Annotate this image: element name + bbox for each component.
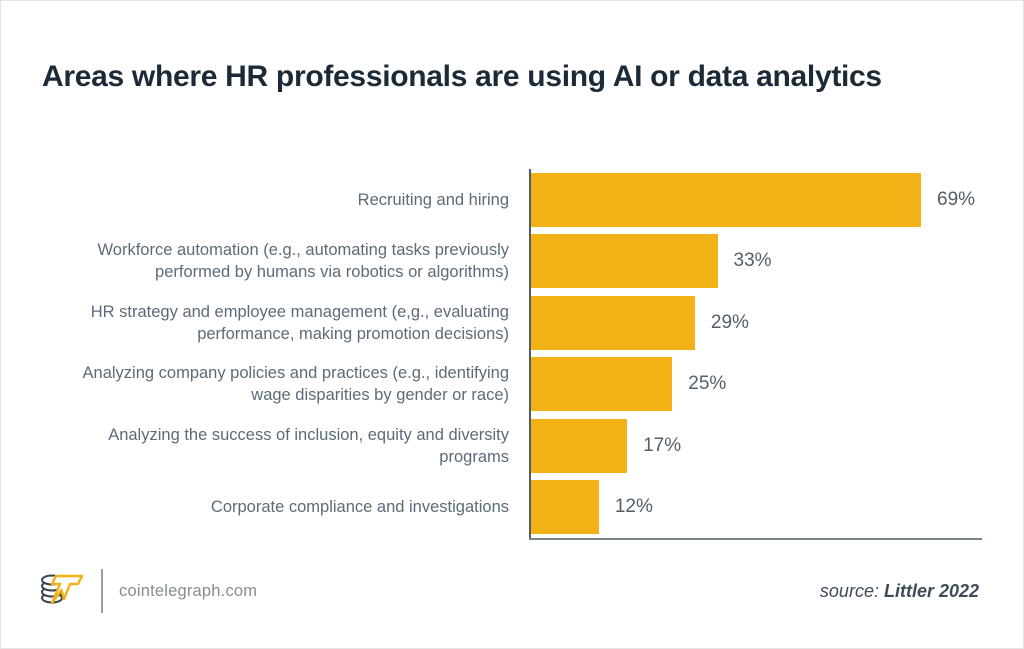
bar-area: 17% [529,415,985,477]
value-label: 17% [643,434,682,456]
value-label: 29% [710,311,749,333]
page-title: Areas where HR professionals are using A… [42,60,882,94]
value-label: 25% [688,373,727,395]
x-axis-line [529,538,982,540]
bar-chart: Recruiting and hiring 69% Workforce auto… [41,169,985,540]
bar [531,172,921,227]
bar [531,234,718,289]
bar [531,418,628,473]
bar-area: 12% [529,476,985,538]
bar [531,480,599,535]
chart-row: Corporate compliance and investigations … [41,476,985,538]
chart-row: Analyzing the success of inclusion, equi… [41,415,985,477]
cointelegraph-logo-icon [41,574,84,605]
category-label: Analyzing company policies and practices… [82,364,509,405]
brand-text: cointelegraph.com [119,581,258,600]
source-text: source: Littler 2022 [820,581,979,602]
footer: cointelegraph.com source: Littler 2022 [39,566,979,616]
category-label: Recruiting and hiring [357,190,509,209]
source-value: Littler 2022 [883,580,979,601]
bar [531,357,673,412]
category-label: Corporate compliance and investigations [210,498,509,517]
category-label: Workforce automation (e.g., automating t… [97,241,509,282]
bar-area: 33% [529,230,985,292]
value-label: 69% [937,188,976,210]
chart-row: Recruiting and hiring 69% [41,169,985,231]
bar-area: 29% [529,292,985,354]
value-label: 33% [733,250,772,272]
bar [531,295,695,350]
category-label: HR strategy and employee management (e,g… [90,302,509,343]
category-label: Analyzing the success of inclusion, equi… [108,425,509,466]
chart-row: Workforce automation (e.g., automating t… [41,230,985,292]
bar-area: 69% [529,169,985,231]
value-label: 12% [614,496,653,518]
source-prefix: source: [819,580,884,601]
footer-divider [101,569,103,613]
chart-row: HR strategy and employee management (e,g… [41,292,985,354]
chart-row: Analyzing company policies and practices… [41,353,985,415]
bar-area: 25% [529,353,985,415]
